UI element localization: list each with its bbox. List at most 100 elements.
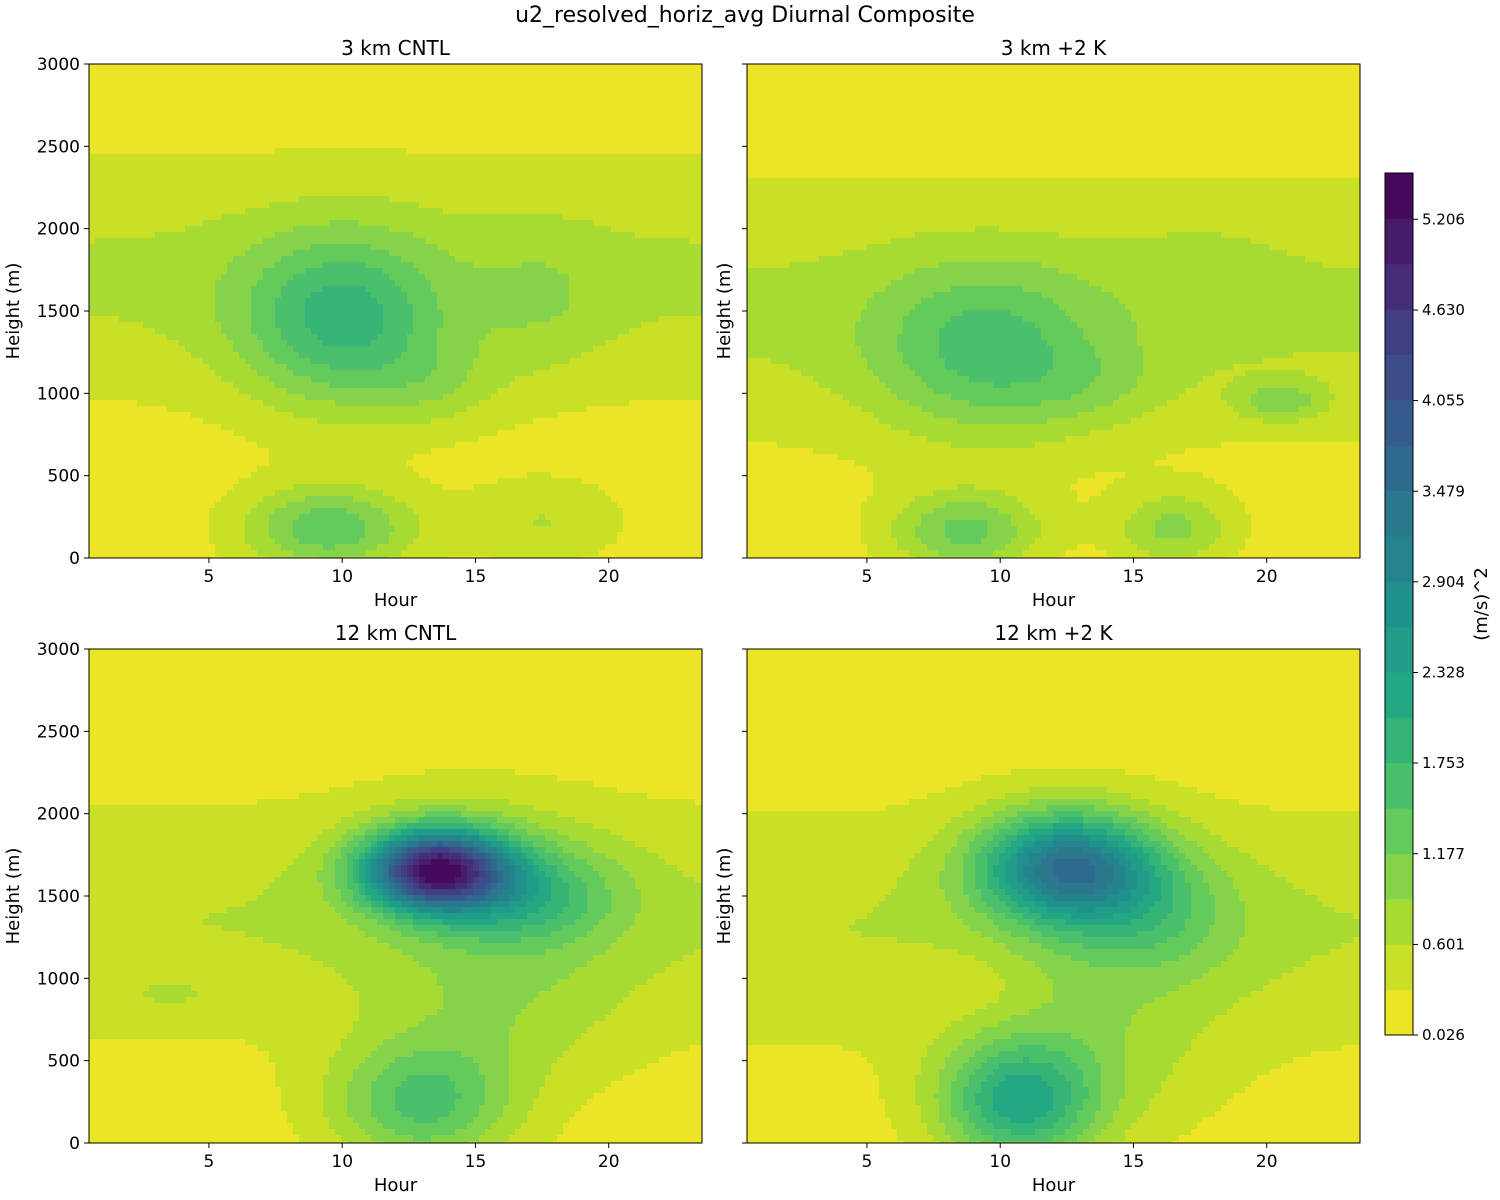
contour-cell <box>149 148 155 154</box>
contour-cell <box>143 148 149 154</box>
contour-cell <box>227 346 233 352</box>
contour-cell <box>179 166 185 172</box>
contour-cell <box>197 82 203 88</box>
contour-cell <box>245 124 251 130</box>
contour-cell <box>323 196 329 202</box>
contour-cell <box>437 82 443 88</box>
contour-cell <box>467 136 473 142</box>
contour-cell <box>437 148 443 154</box>
contour-cell <box>371 304 377 310</box>
contour-cell <box>305 232 311 238</box>
contour-cell <box>611 316 617 322</box>
contour-cell <box>287 130 293 136</box>
contour-cell <box>269 172 275 178</box>
contour-cell <box>611 112 617 118</box>
contour-cell <box>485 346 491 352</box>
contour-cell <box>575 142 581 148</box>
contour-cell <box>491 304 497 310</box>
contour-cell <box>323 352 329 358</box>
contour-cell <box>371 172 377 178</box>
contour-cell <box>317 148 323 154</box>
contour-cell <box>383 328 389 334</box>
contour-cell <box>215 346 221 352</box>
contour-cell <box>497 250 503 256</box>
contour-cell <box>689 142 695 148</box>
contour-cell <box>671 346 677 352</box>
contour-cell <box>647 124 653 130</box>
contour-cell <box>275 292 281 298</box>
contour-cell <box>671 238 677 244</box>
contour-cell <box>167 178 173 184</box>
contour-cell <box>125 202 131 208</box>
contour-cell <box>527 94 533 100</box>
contour-cell <box>461 190 467 196</box>
contour-cell <box>443 148 449 154</box>
contour-cell <box>305 136 311 142</box>
contour-cell <box>449 88 455 94</box>
contour-cell <box>227 106 233 112</box>
contour-cell <box>551 100 557 106</box>
contour-cell <box>617 262 623 268</box>
contour-cell <box>461 88 467 94</box>
contour-cell <box>599 220 605 226</box>
contour-cell <box>185 184 191 190</box>
contour-cell <box>437 268 443 274</box>
contour-cell <box>227 100 233 106</box>
contour-cell <box>287 280 293 286</box>
contour-cell <box>539 154 545 160</box>
contour-cell <box>107 232 113 238</box>
contour-cell <box>191 262 197 268</box>
contour-cell <box>593 148 599 154</box>
contour-cell <box>335 298 341 304</box>
contour-cell <box>509 88 515 94</box>
contour-cell <box>689 256 695 262</box>
contour-cell <box>377 340 383 346</box>
contour-cell <box>155 310 161 316</box>
contour-cell <box>317 250 323 256</box>
contour-cell <box>341 274 347 280</box>
contour-cell <box>161 202 167 208</box>
contour-cell <box>149 70 155 76</box>
contour-cell <box>683 274 689 280</box>
contour-cell <box>299 70 305 76</box>
contour-cell <box>533 190 539 196</box>
contour-cell <box>569 118 575 124</box>
contour-cell <box>485 82 491 88</box>
contour-cell <box>221 304 227 310</box>
contour-cell <box>101 202 107 208</box>
contour-cell <box>575 208 581 214</box>
contour-cell <box>587 328 593 334</box>
contour-cell <box>455 334 461 340</box>
contour-cell <box>491 112 497 118</box>
contour-cell <box>515 244 521 250</box>
contour-cell <box>401 340 407 346</box>
contour-cell <box>299 250 305 256</box>
contour-cell <box>503 160 509 166</box>
contour-cell <box>581 316 587 322</box>
contour-cell <box>281 64 287 70</box>
contour-cell <box>335 256 341 262</box>
contour-cell <box>209 334 215 340</box>
contour-cell <box>617 82 623 88</box>
contour-cell <box>245 130 251 136</box>
contour-cell <box>449 118 455 124</box>
contour-cell <box>509 64 515 70</box>
contour-cell <box>269 64 275 70</box>
contour-cell <box>389 148 395 154</box>
contour-cell <box>191 112 197 118</box>
contour-cell <box>611 214 617 220</box>
contour-cell <box>599 112 605 118</box>
contour-cell <box>179 124 185 130</box>
contour-cell <box>347 328 353 334</box>
contour-cell <box>233 172 239 178</box>
contour-cell <box>113 136 119 142</box>
contour-cell <box>341 82 347 88</box>
contour-cell <box>95 256 101 262</box>
contour-cell <box>395 82 401 88</box>
contour-cell <box>245 160 251 166</box>
contour-cell <box>401 226 407 232</box>
contour-cell <box>395 100 401 106</box>
contour-cell <box>341 238 347 244</box>
contour-cell <box>107 64 113 70</box>
contour-cell <box>617 280 623 286</box>
